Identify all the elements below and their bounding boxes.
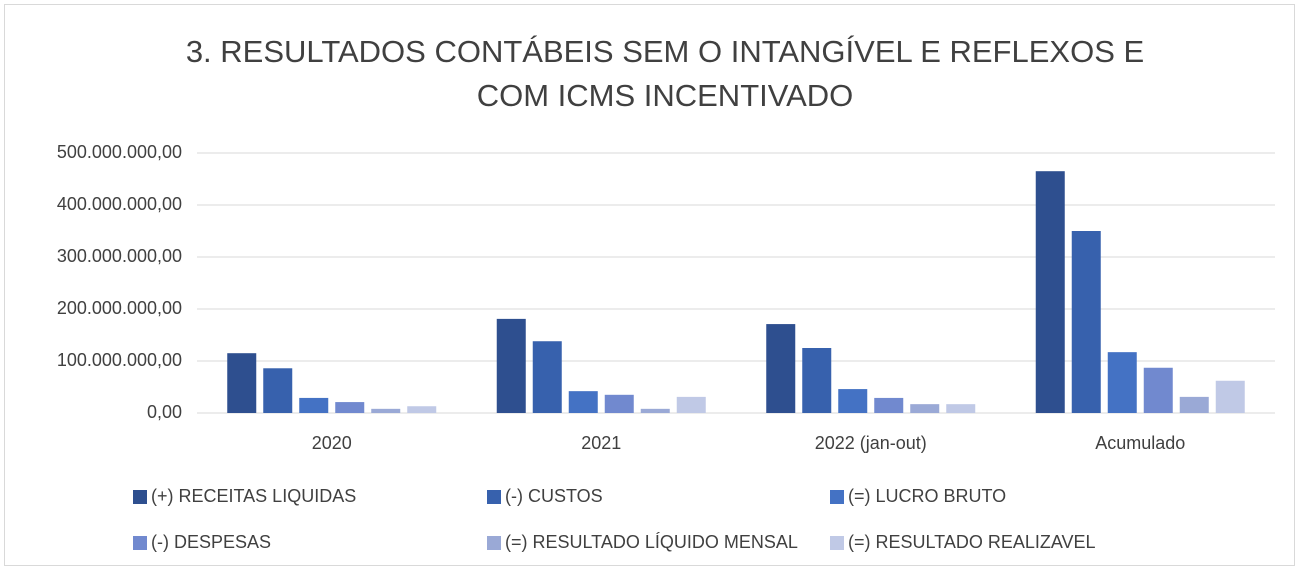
- bar: [263, 368, 293, 413]
- bar: [496, 318, 526, 413]
- y-tick-label: 0,00: [147, 402, 182, 422]
- legend-swatch: [133, 536, 147, 550]
- legend-swatch: [487, 536, 501, 550]
- bar: [910, 404, 940, 413]
- bar: [676, 396, 706, 413]
- bar: [1071, 231, 1101, 413]
- bar: [640, 408, 670, 413]
- y-tick-label: 200.000.000,00: [57, 298, 182, 318]
- legend-swatch: [133, 490, 147, 504]
- legend-swatch: [487, 490, 501, 504]
- y-tick-label: 300.000.000,00: [57, 246, 182, 266]
- legend-swatch: [830, 536, 844, 550]
- bar: [1107, 352, 1137, 413]
- y-tick-label: 500.000.000,00: [57, 142, 182, 162]
- legend-label: (+) RECEITAS LIQUIDAS: [151, 486, 356, 506]
- bar: [604, 394, 634, 413]
- chart-frame: [4, 4, 1295, 566]
- chart-title: 3. RESULTADOS CONTÁBEIS SEM O INTANGÍVEL…: [185, 34, 1145, 113]
- bar: [532, 341, 562, 413]
- legend-label: (=) LUCRO BRUTO: [848, 486, 1006, 506]
- legend-label: (-) CUSTOS: [505, 486, 603, 506]
- x-tick-label: 2020: [312, 433, 352, 453]
- bar: [838, 389, 868, 413]
- bar: [335, 402, 365, 413]
- bar: [766, 324, 796, 413]
- bar: [407, 406, 437, 413]
- y-tick-label: 100.000.000,00: [57, 350, 182, 370]
- bar: [1179, 396, 1209, 413]
- bar: [1215, 380, 1245, 413]
- bar: [371, 408, 401, 413]
- x-tick-label: 2022 (jan-out): [815, 433, 927, 453]
- bar: [1035, 171, 1065, 413]
- bar: [568, 391, 598, 413]
- legend-swatch: [830, 490, 844, 504]
- bar: [227, 353, 257, 413]
- x-tick-label: Acumulado: [1095, 433, 1185, 453]
- legend-label: (-) DESPESAS: [151, 532, 271, 552]
- bar: [299, 397, 329, 413]
- legend-label: (=) RESULTADO REALIZAVEL: [848, 532, 1096, 552]
- legend-label: (=) RESULTADO LÍQUIDO MENSAL: [505, 532, 798, 552]
- bar: [802, 348, 832, 413]
- bar: [1143, 367, 1173, 413]
- bar: [874, 397, 904, 413]
- bar: [946, 404, 976, 413]
- x-tick-label: 2021: [581, 433, 621, 453]
- y-tick-label: 400.000.000,00: [57, 194, 182, 214]
